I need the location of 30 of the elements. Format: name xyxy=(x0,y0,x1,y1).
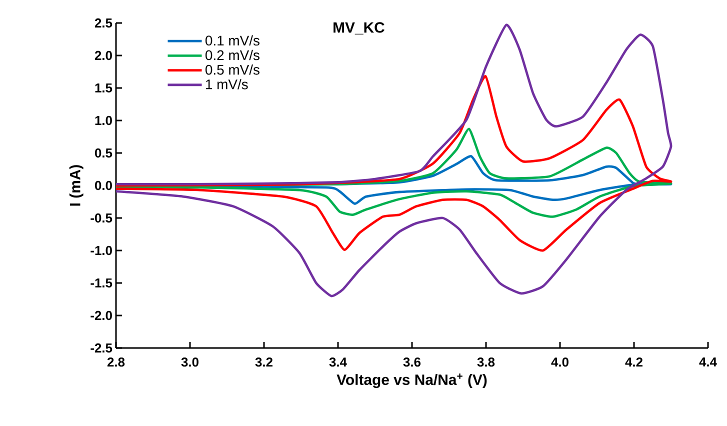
legend-label: 0.2 mV/s xyxy=(205,50,260,60)
y-tick-label: -2.5 xyxy=(90,343,112,353)
x-tick-label: 3.4 xyxy=(329,357,347,367)
y-tick-label: -0.5 xyxy=(90,213,112,223)
x-tick-label: 4.4 xyxy=(699,358,717,366)
legend-label: 0.5 mV/s xyxy=(205,64,260,75)
y-tick-label: 2.0 xyxy=(94,50,112,60)
y-axis-title: I (mA) xyxy=(69,165,84,206)
x-tick-label: 3.0 xyxy=(181,357,198,367)
x-tick-label: 4.0 xyxy=(551,357,568,367)
y-tick-label: 1.0 xyxy=(95,116,112,126)
y-tick-label: -1.0 xyxy=(90,246,112,256)
line-series xyxy=(116,75,672,252)
y-tick-label: 1.5 xyxy=(95,83,112,93)
x-tick-label: 3.8 xyxy=(477,357,495,367)
line-series xyxy=(116,24,672,298)
y-tick-label: -2.0 xyxy=(90,310,112,320)
y-tick-label: 2.5 xyxy=(94,18,112,28)
y-tick-label: 0.0 xyxy=(94,180,112,190)
legend-label: 0.1 mV/s xyxy=(205,35,260,46)
x-axis-title: Voltage vs Na/Na$^{+}$ (V) xyxy=(336,374,487,388)
line-series xyxy=(116,128,672,218)
x-tick-label: 3.6 xyxy=(403,357,421,367)
legend-label: 1 mV/s xyxy=(206,79,248,90)
x-tick-label: 4.2 xyxy=(625,357,642,367)
x-tick-label: 3.2 xyxy=(255,357,272,367)
y-tick-label: -1.5 xyxy=(90,278,112,288)
y-tick-label: 0.5 xyxy=(94,148,112,158)
chart-title: MV_KC xyxy=(334,22,384,34)
x-tick-label: 2.8 xyxy=(107,357,125,367)
